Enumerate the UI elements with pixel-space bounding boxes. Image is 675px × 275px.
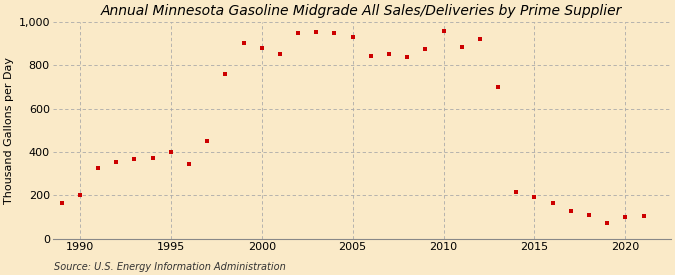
Point (275, 51, 286, 56)
Point (256, 46, 267, 50)
Point (402, 54, 412, 59)
Point (566, 208, 576, 213)
Point (347, 35, 358, 40)
Point (238, 40, 249, 45)
Point (184, 162, 194, 166)
Point (383, 51, 394, 56)
Point (493, 85, 504, 89)
Point (475, 37, 485, 42)
Point (529, 194, 540, 199)
Point (365, 54, 376, 58)
Point (111, 160, 122, 164)
Point (547, 201, 558, 205)
Y-axis label: Thousand Gallons per Day: Thousand Gallons per Day (4, 57, 14, 204)
Title: Annual Minnesota Gasoline Midgrade All Sales/Deliveries by Prime Supplier: Annual Minnesota Gasoline Midgrade All S… (101, 4, 622, 18)
Point (420, 47, 431, 51)
Point (620, 215, 630, 219)
Point (92, 166, 103, 170)
Point (202, 139, 213, 144)
Point (56, 201, 67, 205)
Point (165, 150, 176, 154)
Point (329, 31, 340, 35)
Point (511, 190, 522, 194)
Point (311, 30, 322, 34)
Point (584, 213, 595, 217)
Text: Source: U.S. Energy Information Administration: Source: U.S. Energy Information Administ… (54, 262, 286, 272)
Point (293, 31, 304, 35)
Point (456, 45, 467, 49)
Point (438, 29, 449, 33)
Point (74, 193, 85, 198)
Point (129, 156, 140, 161)
Point (147, 155, 158, 160)
Point (638, 214, 649, 218)
Point (602, 220, 613, 225)
Point (220, 72, 231, 76)
